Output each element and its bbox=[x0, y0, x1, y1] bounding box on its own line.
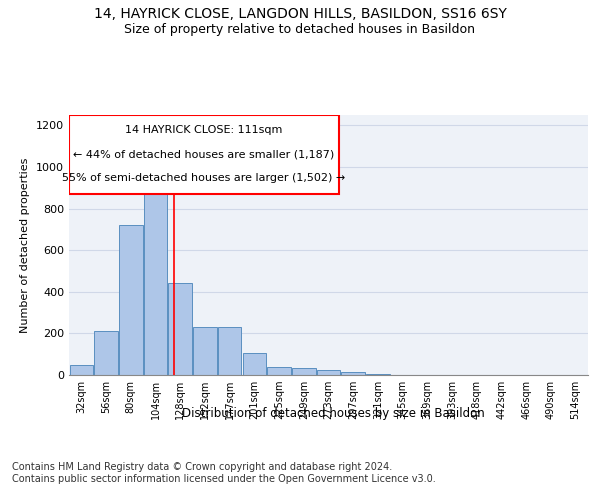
Bar bbox=[169, 284, 192, 375]
Text: Size of property relative to detached houses in Basildon: Size of property relative to detached ho… bbox=[125, 22, 476, 36]
Text: Distribution of detached houses by size in Basildon: Distribution of detached houses by size … bbox=[182, 408, 484, 420]
Bar bbox=[366, 374, 389, 375]
Bar bbox=[268, 366, 291, 375]
Bar bbox=[144, 194, 167, 375]
Bar bbox=[242, 353, 266, 375]
Bar bbox=[193, 327, 217, 375]
Bar bbox=[218, 327, 241, 375]
Text: Contains HM Land Registry data © Crown copyright and database right 2024.
Contai: Contains HM Land Registry data © Crown c… bbox=[12, 462, 436, 484]
Text: 55% of semi-detached houses are larger (1,502) →: 55% of semi-detached houses are larger (… bbox=[62, 174, 346, 184]
Text: ← 44% of detached houses are smaller (1,187): ← 44% of detached houses are smaller (1,… bbox=[73, 150, 335, 160]
Bar bbox=[292, 368, 316, 375]
Bar bbox=[317, 370, 340, 375]
Bar bbox=[70, 364, 93, 375]
Y-axis label: Number of detached properties: Number of detached properties bbox=[20, 158, 31, 332]
Text: 14 HAYRICK CLOSE: 111sqm: 14 HAYRICK CLOSE: 111sqm bbox=[125, 126, 283, 136]
Bar bbox=[341, 372, 365, 375]
Text: 14, HAYRICK CLOSE, LANGDON HILLS, BASILDON, SS16 6SY: 14, HAYRICK CLOSE, LANGDON HILLS, BASILD… bbox=[94, 8, 506, 22]
FancyBboxPatch shape bbox=[69, 115, 339, 194]
Bar bbox=[94, 332, 118, 375]
Bar bbox=[119, 225, 143, 375]
